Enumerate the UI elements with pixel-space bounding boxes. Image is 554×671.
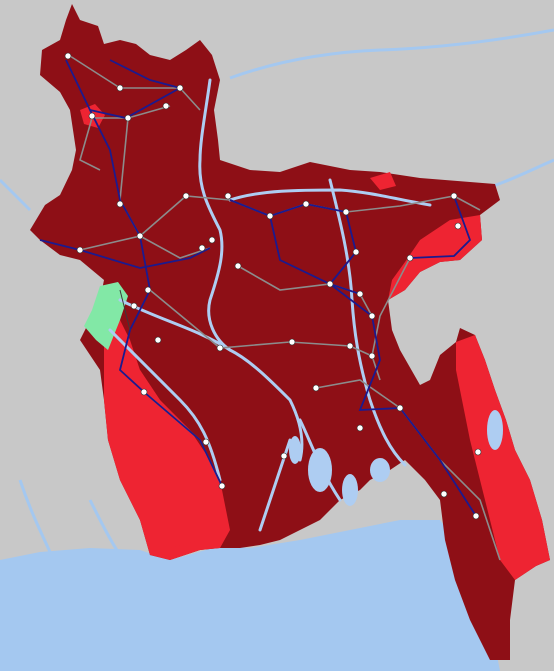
city-marker-icon	[218, 482, 226, 490]
city-marker-icon	[182, 192, 190, 200]
city-marker-icon	[342, 208, 350, 216]
river-delta-islands	[289, 410, 503, 506]
city-marker-icon	[406, 254, 414, 262]
region-northeast-tip	[370, 172, 396, 190]
city-marker-icon	[176, 84, 184, 92]
region-green	[84, 282, 128, 350]
city-marker-icon	[368, 312, 376, 320]
city-marker-icon	[472, 512, 480, 520]
city-marker-icon	[356, 424, 364, 432]
city-marker-icon	[224, 192, 232, 200]
city-marker-icon	[234, 262, 242, 270]
city-marker-icon	[266, 212, 274, 220]
city-marker-icon	[352, 248, 360, 256]
city-marker-icon	[208, 236, 216, 244]
city-marker-icon	[140, 388, 148, 396]
city-marker-icon	[356, 290, 364, 298]
city-marker-icon	[288, 338, 296, 346]
city-marker-icon	[64, 52, 72, 60]
city-marker-icon	[450, 192, 458, 200]
region-southwest-inner	[128, 370, 214, 548]
city-marker-icon	[312, 384, 320, 392]
bay-sea	[0, 520, 500, 671]
city-marker-icon	[454, 222, 462, 230]
city-marker-icon	[198, 244, 206, 252]
city-marker-icon	[440, 490, 448, 498]
region-east	[456, 335, 550, 580]
city-marker-icon	[116, 200, 124, 208]
city-marker-icon	[76, 246, 84, 254]
city-marker-icon	[202, 438, 210, 446]
city-marker-icon	[136, 232, 144, 240]
city-marker-icon	[326, 280, 334, 288]
city-marker-icon	[130, 302, 138, 310]
city-markers	[64, 52, 482, 520]
city-marker-icon	[144, 286, 152, 294]
city-marker-icon	[368, 352, 376, 360]
city-marker-icon	[154, 336, 162, 344]
internal-border	[119, 289, 131, 331]
city-marker-icon	[116, 84, 124, 92]
city-marker-icon	[280, 452, 288, 460]
city-marker-icon	[88, 112, 96, 120]
city-marker-icon	[162, 102, 170, 110]
city-marker-icon	[474, 448, 482, 456]
city-marker-icon	[346, 342, 354, 350]
external-rivers	[0, 28, 554, 556]
city-marker-icon	[396, 404, 404, 412]
city-marker-icon	[302, 200, 310, 208]
city-marker-icon	[124, 114, 132, 122]
city-marker-icon	[216, 344, 224, 352]
